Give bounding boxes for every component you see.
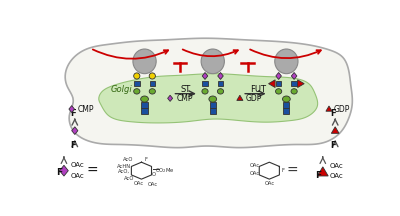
FancyArrowPatch shape	[183, 49, 238, 56]
Polygon shape	[210, 102, 216, 108]
Ellipse shape	[202, 89, 208, 94]
Polygon shape	[298, 80, 304, 87]
Polygon shape	[202, 81, 208, 86]
Circle shape	[134, 73, 140, 79]
Ellipse shape	[275, 49, 298, 74]
Text: AcO: AcO	[124, 176, 135, 181]
Text: O: O	[152, 172, 156, 177]
Polygon shape	[210, 108, 216, 114]
Text: =: =	[86, 164, 98, 178]
Text: F: F	[315, 171, 321, 180]
Polygon shape	[331, 127, 339, 133]
Text: F: F	[70, 109, 76, 118]
Polygon shape	[202, 73, 208, 79]
Polygon shape	[276, 73, 282, 79]
Polygon shape	[291, 73, 297, 79]
Ellipse shape	[282, 96, 290, 102]
Polygon shape	[134, 81, 140, 86]
Polygon shape	[168, 95, 173, 101]
Ellipse shape	[291, 89, 297, 94]
Text: ST: ST	[180, 85, 190, 94]
Polygon shape	[218, 81, 223, 86]
Polygon shape	[218, 73, 223, 79]
Polygon shape	[150, 81, 155, 86]
Polygon shape	[292, 81, 297, 86]
Text: OAc: OAc	[70, 173, 84, 179]
Text: AcO: AcO	[123, 157, 133, 162]
Text: GDP: GDP	[246, 94, 262, 103]
Polygon shape	[72, 127, 78, 135]
Polygon shape	[65, 38, 352, 148]
Ellipse shape	[209, 96, 217, 102]
Text: =: =	[286, 164, 298, 178]
Polygon shape	[142, 108, 148, 114]
Text: CMP: CMP	[77, 105, 94, 114]
Text: F: F	[144, 157, 148, 162]
Text: OAc: OAc	[330, 163, 344, 169]
Ellipse shape	[133, 49, 156, 74]
Ellipse shape	[276, 89, 282, 94]
FancyArrowPatch shape	[250, 49, 321, 58]
Text: Golgi: Golgi	[110, 85, 132, 94]
FancyArrowPatch shape	[93, 49, 168, 59]
Ellipse shape	[218, 89, 224, 94]
Text: GDP: GDP	[334, 105, 350, 114]
Polygon shape	[283, 108, 290, 114]
Polygon shape	[237, 95, 243, 100]
Text: CMP: CMP	[176, 94, 193, 103]
Polygon shape	[142, 102, 148, 108]
Circle shape	[149, 73, 155, 79]
Text: F: F	[330, 141, 336, 149]
Text: AcHN: AcHN	[118, 164, 132, 169]
Polygon shape	[268, 80, 275, 87]
Polygon shape	[283, 102, 290, 108]
Text: F: F	[56, 168, 62, 177]
Text: OAc: OAc	[134, 181, 144, 186]
Polygon shape	[317, 167, 328, 176]
Text: F: F	[282, 168, 285, 173]
Polygon shape	[276, 81, 281, 86]
Text: OAc: OAc	[330, 173, 344, 179]
Ellipse shape	[149, 89, 155, 94]
Ellipse shape	[141, 96, 148, 102]
Ellipse shape	[134, 89, 140, 94]
Text: CO$_2$Me: CO$_2$Me	[155, 166, 175, 175]
Text: AcO,: AcO,	[118, 169, 130, 174]
Text: F: F	[330, 109, 336, 118]
Polygon shape	[326, 106, 332, 111]
Text: OAc: OAc	[70, 162, 84, 168]
Text: OAc: OAc	[265, 181, 275, 186]
Text: OAc: OAc	[250, 163, 260, 168]
Polygon shape	[69, 106, 74, 113]
Text: OAc: OAc	[250, 171, 260, 176]
Ellipse shape	[201, 49, 224, 74]
Polygon shape	[60, 165, 68, 176]
Text: F: F	[70, 141, 76, 149]
Polygon shape	[99, 74, 318, 123]
Text: FUT: FUT	[250, 85, 266, 94]
Text: OAc: OAc	[148, 182, 158, 187]
